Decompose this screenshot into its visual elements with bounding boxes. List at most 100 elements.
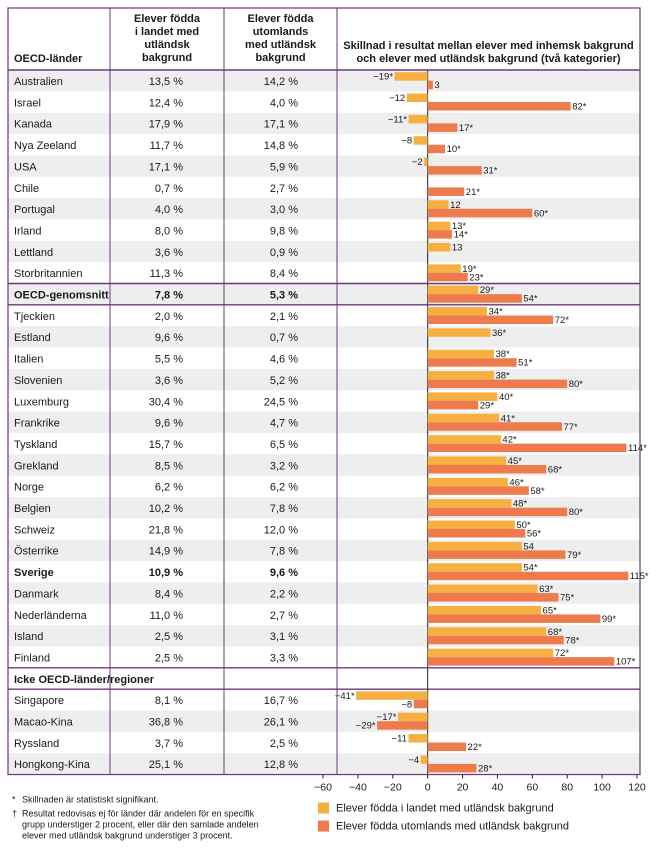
share-born-in-country: 11,3 %: [150, 268, 184, 280]
share-born-in-country: 12,4 %: [149, 97, 183, 109]
country-label: Portugal: [14, 204, 55, 216]
country-label: Slovenien: [14, 375, 62, 387]
bar-born-in-country-label: −41*: [335, 691, 355, 702]
bar-born-abroad-label: 21*: [466, 187, 481, 198]
header-born-in-country: i landet med: [135, 26, 199, 38]
share-born-in-country: 30,4 %: [149, 396, 183, 408]
share-born-abroad: 4,7 %: [270, 418, 298, 430]
country-label: Belgien: [14, 503, 51, 515]
bar-born-in-country-label: 63*: [539, 584, 554, 595]
share-born-abroad: 3,1 %: [270, 631, 298, 643]
row-stripe: [8, 155, 640, 177]
bar-born-in-country: [427, 499, 512, 508]
share-born-in-country: 9,6 %: [155, 418, 183, 430]
row-stripe: [8, 710, 640, 732]
bar-born-in-country: [427, 627, 547, 636]
share-born-abroad: 3,0 %: [270, 204, 298, 216]
bar-born-abroad: [427, 550, 566, 559]
country-label: Irland: [14, 225, 42, 237]
bar-born-in-country-label: 34*: [488, 307, 503, 318]
country-label: Grekland: [14, 460, 59, 472]
bar-born-abroad: [427, 400, 479, 410]
bar-born-in-country-label: 40*: [499, 392, 514, 403]
share-born-in-country: 8,0 %: [155, 225, 183, 237]
bar-born-abroad: [427, 571, 629, 581]
bar-born-in-country-label: 68*: [548, 627, 563, 638]
bar-born-abroad: [427, 464, 547, 474]
bar-born-in-country-label: 36*: [492, 328, 507, 339]
share-born-in-country: 13,5 %: [149, 76, 183, 88]
bar-born-in-country: [394, 72, 428, 81]
share-born-abroad: 2,1 %: [270, 311, 298, 323]
x-tick-label: 100: [593, 782, 611, 794]
share-born-abroad: 9,6 %: [270, 567, 298, 579]
x-tick-label: 80: [561, 782, 573, 794]
legend-label: Elever födda utomlands med utländsk bakg…: [336, 821, 569, 833]
bar-born-abroad: [427, 187, 465, 196]
bar-born-abroad-label: 51*: [518, 358, 533, 369]
x-tick-label: 40: [492, 782, 504, 794]
bar-born-abroad-label: 56*: [527, 529, 542, 540]
share-born-abroad: 2,7 %: [270, 610, 298, 622]
bar-born-in-country: [427, 264, 461, 273]
x-tick-label: 0: [425, 782, 431, 794]
bar-born-abroad-label: 68*: [548, 464, 563, 475]
bar-born-in-country: [427, 413, 500, 423]
bar-born-in-country-label: 72*: [555, 648, 570, 659]
section-label: Icke OECD-länder/regioner: [14, 674, 155, 686]
bar-born-abroad-label: 80*: [569, 507, 584, 518]
country-label: Nederländerna: [14, 610, 88, 622]
bar-born-abroad: [377, 721, 428, 730]
bar-born-in-country: [427, 349, 494, 359]
country-label: Italien: [14, 354, 43, 366]
bar-born-abroad-label: 31*: [483, 166, 498, 177]
share-born-in-country: 11,0 %: [150, 610, 184, 622]
bar-born-abroad-label: 99*: [602, 614, 617, 625]
share-born-in-country: 25,1 %: [149, 759, 183, 771]
share-born-in-country: 2,5 %: [155, 631, 183, 643]
header-born-abroad: utomlands: [253, 26, 309, 38]
share-born-abroad: 14,8 %: [264, 140, 298, 152]
share-born-abroad: 6,5 %: [270, 439, 298, 451]
share-born-abroad: 6,2 %: [270, 482, 298, 494]
share-born-in-country: 9,6 %: [155, 332, 183, 344]
bar-born-abroad: [427, 80, 433, 90]
row-stripe: [8, 326, 640, 348]
bar-born-in-country-label: 13*: [452, 221, 467, 232]
share-born-in-country: 21,8 %: [149, 524, 183, 536]
country-label: OECD-genomsnitt: [14, 290, 109, 302]
bar-born-abroad-label: 82*: [572, 102, 587, 113]
share-born-in-country: 3,6 %: [155, 247, 183, 259]
share-born-in-country: 15,7 %: [149, 439, 183, 451]
share-born-in-country: 6,2 %: [155, 482, 183, 494]
legend-swatch: [318, 820, 329, 832]
share-born-abroad: 16,7 %: [264, 695, 298, 707]
country-label: Hongkong-Kina: [14, 759, 91, 771]
share-born-abroad: 3,2 %: [270, 460, 298, 472]
footnote: Skillnaden är statistiskt signifikant.: [22, 795, 159, 805]
bar-born-abroad: [427, 123, 458, 132]
bar-born-abroad: [427, 102, 571, 111]
x-tick-label: −20: [384, 782, 402, 794]
footnote: elever med utländsk bakgrund understiger…: [22, 831, 233, 841]
bar-born-in-country: [427, 541, 522, 551]
country-label: Sverige: [14, 567, 54, 579]
bar-born-in-country: [427, 563, 522, 572]
bar-born-in-country-label: −8: [401, 136, 412, 147]
header-born-abroad: Elever födda: [247, 13, 314, 25]
bar-born-abroad: [427, 166, 482, 175]
bar-born-abroad-label: 72*: [555, 315, 570, 326]
bar-born-abroad: [427, 358, 517, 367]
bar-born-abroad: [427, 443, 627, 453]
bar-born-in-country: [427, 200, 449, 209]
bar-born-abroad-label: 114*: [628, 443, 647, 454]
bar-born-in-country-label: 29*: [480, 285, 495, 296]
bar-born-in-country-label: −11: [392, 734, 407, 745]
bar-born-in-country-label: −17*: [377, 712, 397, 723]
bar-born-in-country: [356, 691, 428, 700]
x-tick-label: −60: [314, 782, 332, 794]
bar-born-abroad-label: 77*: [563, 422, 578, 433]
legend-label: Elever födda i landet med utländsk bakgr…: [336, 803, 554, 815]
footnote-mark: †: [12, 809, 17, 819]
share-born-in-country: 0,7 %: [155, 183, 183, 195]
